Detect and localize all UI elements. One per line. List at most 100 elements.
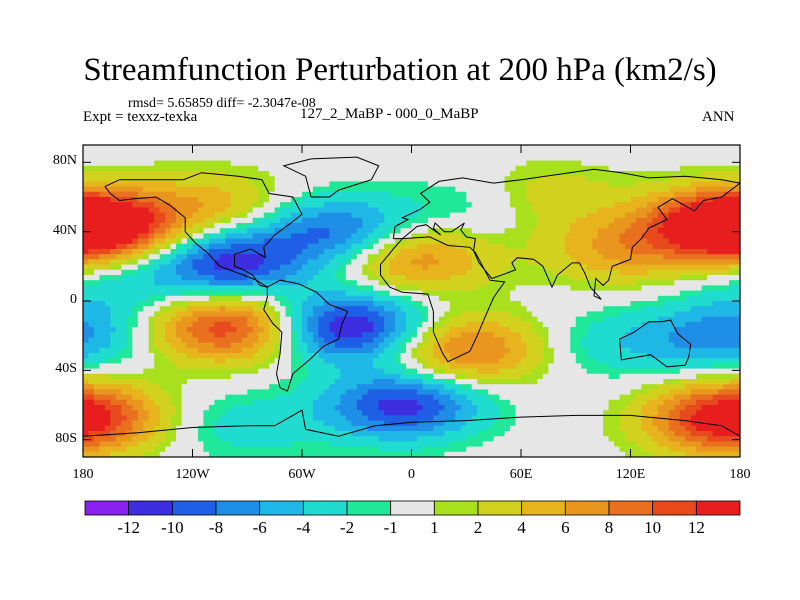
field-cell — [542, 233, 549, 239]
field-cell — [170, 176, 177, 182]
field-cell — [542, 186, 549, 193]
field-cell — [657, 191, 664, 198]
field-cell — [269, 269, 276, 276]
field-cell — [148, 176, 155, 182]
field-cell — [373, 332, 380, 338]
field-cell — [581, 295, 588, 302]
field-cell — [406, 285, 412, 291]
field-cell — [729, 290, 735, 297]
field-cell — [723, 207, 730, 213]
field-cell — [208, 212, 215, 219]
field-cell — [449, 347, 456, 354]
field-cell — [225, 327, 232, 333]
field-cell — [537, 264, 544, 271]
field-cell — [88, 285, 95, 291]
field-cell — [718, 295, 724, 302]
field-cell — [575, 217, 582, 224]
field-cell — [444, 165, 451, 172]
field-cell — [351, 228, 358, 234]
field-cell — [608, 311, 615, 317]
field-cell — [581, 191, 588, 198]
field-cell — [438, 223, 445, 229]
field-cell — [553, 269, 560, 276]
field-cell — [115, 202, 122, 208]
field-cell — [395, 353, 401, 359]
field-cell — [181, 150, 188, 156]
field-cell — [646, 254, 653, 260]
field-cell — [225, 228, 232, 234]
field-cell — [93, 238, 100, 245]
field-cell — [729, 223, 735, 229]
field-cell — [488, 176, 495, 182]
field-cell — [159, 243, 166, 250]
field-cell — [663, 223, 670, 229]
field-cell — [641, 301, 648, 307]
field-cell — [110, 254, 117, 260]
field-cell — [400, 145, 407, 151]
field-cell — [312, 171, 319, 177]
field-cell — [499, 243, 505, 250]
field-cell — [526, 171, 533, 177]
field-cell — [219, 191, 226, 198]
field-cell — [603, 347, 610, 354]
field-cell — [581, 301, 588, 307]
field-cell — [674, 181, 681, 187]
field-cell — [548, 269, 555, 276]
field-cell — [395, 186, 401, 193]
field-cell — [356, 202, 363, 208]
field-cell — [652, 176, 659, 182]
field-cell — [192, 290, 199, 297]
field-cell — [416, 301, 423, 307]
field-cell — [619, 238, 626, 245]
field-cell — [548, 342, 555, 349]
field-cell — [214, 306, 221, 312]
field-cell — [345, 342, 352, 349]
field-cell — [685, 186, 692, 193]
field-cell — [603, 342, 610, 349]
field-cell — [241, 301, 248, 307]
field-cell — [597, 228, 604, 234]
field-cell — [312, 249, 319, 255]
field-cell — [274, 347, 281, 354]
field-cell — [312, 228, 319, 234]
field-cell — [110, 228, 117, 234]
field-cell — [340, 233, 347, 239]
field-cell — [422, 306, 429, 312]
field-cell — [499, 217, 505, 224]
field-cell — [187, 327, 193, 333]
field-cell — [696, 150, 703, 156]
field-cell — [564, 191, 571, 198]
field-cell — [143, 358, 150, 364]
field-cell — [734, 228, 741, 234]
field-cell — [471, 275, 478, 281]
field-cell — [192, 327, 199, 333]
field-cell — [285, 212, 292, 219]
field-cell — [373, 191, 380, 198]
field-cell — [214, 155, 221, 161]
field-cell — [176, 347, 182, 354]
field-cell — [603, 145, 610, 151]
field-cell — [384, 243, 391, 250]
field-cell — [143, 223, 150, 229]
field-cell — [466, 337, 473, 343]
field-cell — [630, 295, 637, 302]
field-cell — [373, 342, 380, 349]
field-cell — [159, 259, 166, 265]
field-cell — [466, 353, 473, 359]
field-cell — [690, 181, 697, 187]
field-cell — [192, 275, 199, 281]
field-cell — [400, 155, 407, 161]
field-cell — [619, 171, 626, 177]
field-cell — [690, 311, 697, 317]
field-cell — [126, 181, 133, 187]
field-cell — [723, 353, 730, 359]
field-cell — [395, 342, 401, 349]
field-cell — [548, 275, 555, 281]
field-cell — [548, 321, 555, 328]
field-cell — [635, 316, 642, 323]
field-cell — [564, 243, 571, 250]
field-cell — [504, 254, 511, 260]
field-cell — [132, 347, 139, 354]
field-cell — [592, 259, 599, 265]
field-cell — [641, 150, 648, 156]
